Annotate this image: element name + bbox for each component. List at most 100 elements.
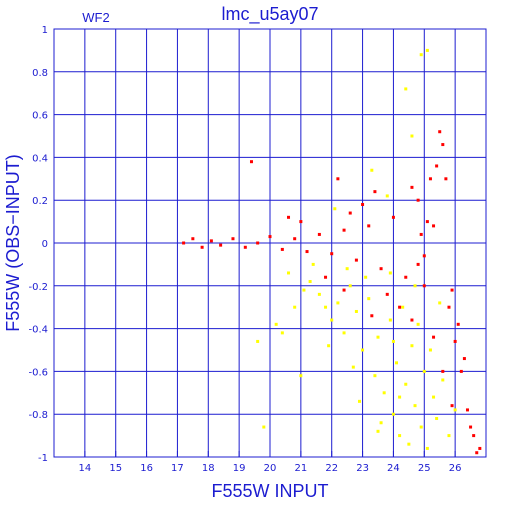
red-data-point [336,177,340,181]
red-data-point [249,160,253,164]
yellow-data-point [376,429,380,433]
panel-label: WF2 [82,10,109,25]
yellow-data-point [373,374,377,378]
yellow-data-point [354,309,358,313]
x-tick-label: 14 [78,463,91,474]
yellow-data-point [330,318,334,322]
yellow-data-point [410,134,414,138]
red-data-point [469,425,473,429]
yellow-data-point [419,425,423,429]
red-data-point [422,254,426,258]
x-tick-label: 21 [294,463,307,474]
red-data-point [450,404,454,408]
y-tick-label: 0.2 [32,196,48,207]
red-data-point [438,130,442,134]
y-tick-label: -0.8 [28,410,48,421]
red-data-point [330,252,334,256]
x-tick-label: 16 [140,463,153,474]
yellow-data-point [453,408,457,412]
x-tick-label: 15 [109,463,122,474]
red-data-point [324,275,328,279]
red-data-point [317,232,321,236]
red-data-point [367,224,371,228]
x-tick-label: 22 [325,463,338,474]
red-data-point [354,258,358,262]
red-data-point [299,220,303,224]
red-data-point [342,288,346,292]
yellow-data-point [262,425,266,429]
red-data-point [456,322,460,326]
yellow-data-point [302,288,306,292]
red-data-point [444,177,448,181]
x-tick-label: 26 [449,463,462,474]
yellow-data-point [379,421,383,425]
red-data-point [342,228,346,232]
yellow-data-point [395,361,399,365]
red-data-point [293,237,297,241]
y-tick-label: 1 [42,25,48,36]
yellow-data-point [407,442,411,446]
red-data-point [243,245,247,249]
red-data-point [447,305,451,309]
yellow-data-point [364,275,368,279]
yellow-data-point [385,194,389,198]
yellow-data-point [367,297,371,301]
yellow-data-point [413,284,417,288]
yellow-data-point [410,344,414,348]
yellow-data-point [345,267,349,271]
red-data-point [428,177,432,181]
yellow-data-point [376,335,380,339]
red-data-point [465,408,469,412]
yellow-data-point [308,280,312,284]
red-data-point [348,211,352,215]
yellow-data-point [311,262,315,266]
red-data-point [209,239,213,243]
yellow-data-point [351,365,355,369]
yellow-data-point [391,339,395,343]
red-data-point [404,275,408,279]
yellow-data-point [370,168,374,172]
y-tick-label: -0.2 [28,282,48,293]
yellow-data-point [348,284,352,288]
yellow-data-point [419,53,423,57]
plot-frame [53,28,487,458]
red-data-point [435,164,439,168]
red-data-point [422,284,426,288]
red-data-point [459,369,463,373]
red-data-point [305,250,309,254]
yellow-data-point [327,344,331,348]
red-data-point [425,220,429,224]
y-tick-label: -0.6 [28,367,48,378]
data-points [182,48,482,455]
red-data-point [373,190,377,194]
red-data-point [398,305,402,309]
red-data-point [416,198,420,202]
red-data-point [453,339,457,343]
red-data-point [256,241,260,245]
red-data-point [268,235,272,239]
red-data-point [441,143,445,147]
red-data-point [361,202,365,206]
yellow-data-point [333,207,337,211]
red-data-point [441,369,445,373]
red-data-point [410,318,414,322]
yellow-data-point [317,292,321,296]
grid [54,28,486,458]
yellow-data-point [388,318,392,322]
red-data-point [472,434,476,438]
red-data-point [450,288,454,292]
yellow-data-point [293,305,297,309]
x-tick-label: 19 [233,463,246,474]
yellow-data-point [391,412,395,416]
yellow-data-point [299,374,303,378]
red-data-point [182,241,186,245]
yellow-data-point [324,305,328,309]
yellow-data-point [357,399,361,403]
yellow-data-point [413,404,417,408]
yellow-data-point [441,378,445,382]
yellow-data-point [256,339,260,343]
yellow-data-point [425,446,429,450]
red-data-point [462,357,466,361]
y-tick-label: -0.4 [28,325,48,336]
